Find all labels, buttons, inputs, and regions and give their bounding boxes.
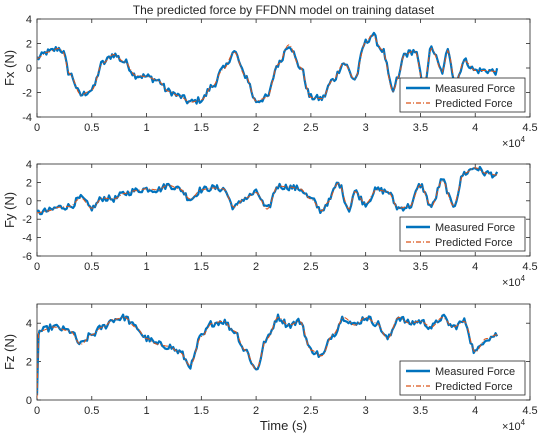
panel-3: 0 0.5 1 1.5 2 2.5 3 3.5 4 4.5 0 2 4 ×104 Fz (N) Time (s… <box>2 303 538 433</box>
y-tick-label: 4 <box>26 14 32 26</box>
y-axis-label: Fy (N) <box>2 192 17 228</box>
legend-label-measured-force: Measured Force <box>435 366 515 378</box>
x-tick-label: 1.5 <box>194 261 209 273</box>
x-tick-label: 0 <box>34 122 40 134</box>
y-tick-label: 0 <box>26 196 32 208</box>
x-tick-label: 4 <box>472 122 478 134</box>
legend-box <box>399 360 526 396</box>
x-tick-label: 0 <box>34 405 40 417</box>
x-axis-label: Time (s) <box>260 418 307 433</box>
y-axis-label: Fx (N) <box>2 50 17 86</box>
y-tick-label: 0 <box>26 395 32 407</box>
x-tick-label: 1 <box>143 122 149 134</box>
chart-title: The predicted force by FFDNN model on tr… <box>133 3 435 17</box>
x-exponent-label: ×104 <box>502 274 526 289</box>
panel-1: 0 0.5 1 1.5 2 2.5 3 3.5 4 4.5 -4 -2 0 2 4 ×104 Fx (N) The… <box>2 3 538 150</box>
x-tick-label: 4 <box>472 405 478 417</box>
x-tick-label: 3.5 <box>413 405 428 417</box>
legend-label-predicted-force: Predicted Force <box>435 98 513 110</box>
y-tick-label: 2 <box>26 177 32 189</box>
y-tick-label: -2 <box>22 214 32 226</box>
series-predicted-force-line <box>37 167 498 214</box>
x-tick-label: 2.5 <box>303 122 318 134</box>
series-measured-force-line <box>37 165 499 216</box>
y-tick-label: 2 <box>26 357 32 369</box>
y-tick-label: 4 <box>26 159 32 171</box>
x-tick-label: 3 <box>363 261 369 273</box>
x-tick-label: 4.5 <box>522 122 537 134</box>
legend-label-measured-force: Measured Force <box>435 83 515 95</box>
y-tick-label: 0 <box>26 63 32 75</box>
x-tick-label: 3 <box>363 405 369 417</box>
x-tick-label: 1 <box>143 405 149 417</box>
x-tick-label: 4.5 <box>522 261 537 273</box>
x-tick-label: 0.5 <box>84 122 99 134</box>
legend-box <box>399 77 526 113</box>
y-tick-label: -2 <box>22 88 32 100</box>
y-axis-label: Fz (N) <box>2 334 17 370</box>
x-tick-label: 4 <box>472 261 478 273</box>
x-tick-label: 4.5 <box>522 405 537 417</box>
x-tick-label: 1.5 <box>194 122 209 134</box>
legend: Measured Force Predicted Force <box>399 216 526 252</box>
x-tick-label: 3.5 <box>413 122 428 134</box>
y-tick-label: 4 <box>26 318 32 330</box>
series-predicted-force-line <box>37 316 498 399</box>
x-tick-label: 1 <box>143 261 149 273</box>
legend: Measured Force Predicted Force <box>399 77 526 113</box>
x-tick-label: 1.5 <box>194 405 209 417</box>
x-tick-label: 3.5 <box>413 261 428 273</box>
x-tick-label: 2.5 <box>303 405 318 417</box>
x-tick-label: 2 <box>253 122 259 134</box>
series-measured-force-line <box>37 313 499 396</box>
x-exponent-label: ×104 <box>502 135 526 150</box>
panel-2: 0 0.5 1 1.5 2 2.5 3 3.5 4 4.5 -6 -4 -2 0 2 4 ×104 Fy (N) M… <box>2 159 538 289</box>
x-exponent-label: ×104 <box>502 418 526 433</box>
series-predicted-force-line <box>37 34 498 103</box>
legend: Measured Force Predicted Force <box>399 360 526 396</box>
legend-label-predicted-force: Predicted Force <box>435 237 513 249</box>
x-tick-label: 0.5 <box>84 261 99 273</box>
x-tick-label: 2 <box>253 261 259 273</box>
y-tick-label: -4 <box>22 112 32 124</box>
y-tick-label: -6 <box>22 251 32 263</box>
y-tick-label: 2 <box>26 39 32 51</box>
x-tick-label: 2.5 <box>303 261 318 273</box>
legend-box <box>399 216 526 252</box>
y-tick-label: -4 <box>22 233 32 245</box>
x-tick-label: 2 <box>253 405 259 417</box>
x-tick-label: 0 <box>34 261 40 273</box>
x-tick-label: 0.5 <box>84 405 99 417</box>
legend-label-measured-force: Measured Force <box>435 222 515 234</box>
x-tick-label: 3 <box>363 122 369 134</box>
legend-label-predicted-force: Predicted Force <box>435 381 513 393</box>
